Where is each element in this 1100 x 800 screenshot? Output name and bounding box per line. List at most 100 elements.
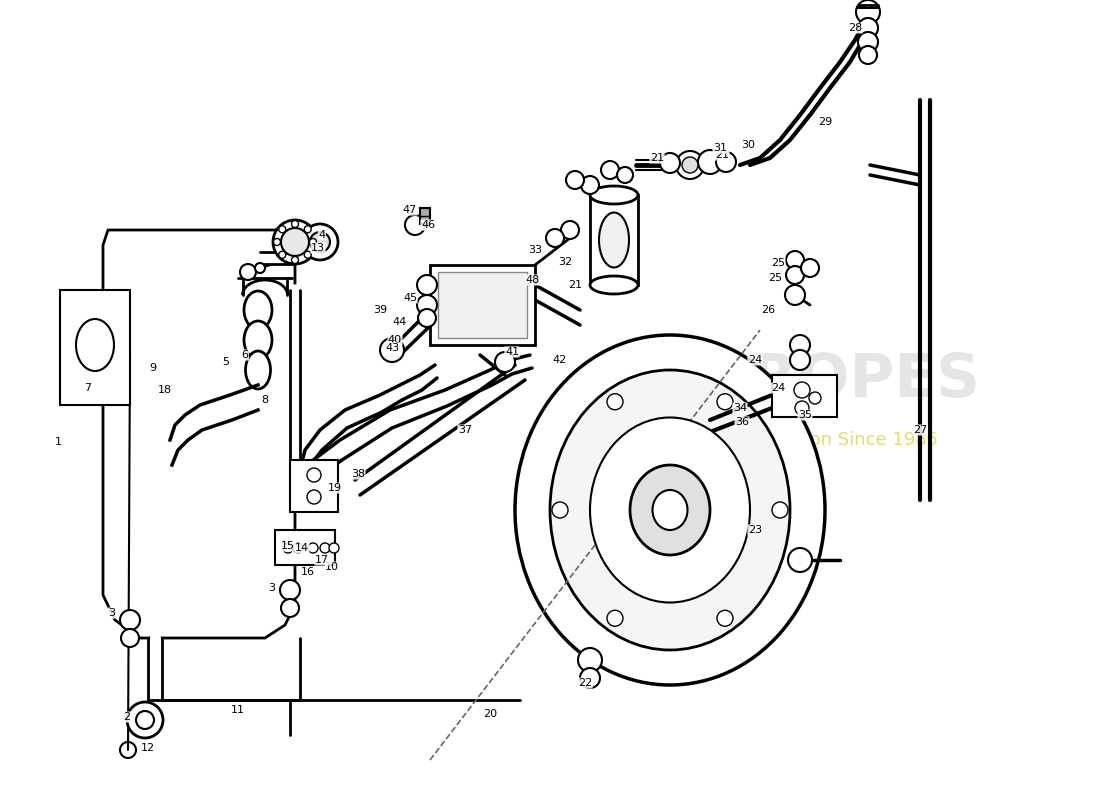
Circle shape xyxy=(292,221,298,227)
Ellipse shape xyxy=(550,370,790,650)
Circle shape xyxy=(329,543,339,553)
Circle shape xyxy=(786,266,804,284)
Polygon shape xyxy=(379,385,401,412)
Text: 38: 38 xyxy=(351,469,365,479)
Text: 11: 11 xyxy=(231,705,245,715)
Text: 15: 15 xyxy=(280,541,295,551)
Text: 19: 19 xyxy=(328,483,342,493)
Circle shape xyxy=(417,295,437,315)
Text: 3: 3 xyxy=(109,608,116,618)
Circle shape xyxy=(786,251,804,269)
Bar xyxy=(430,265,535,345)
Circle shape xyxy=(788,548,812,572)
Text: 4: 4 xyxy=(318,230,326,240)
Text: 18: 18 xyxy=(158,385,172,395)
Circle shape xyxy=(858,32,878,52)
Text: 34: 34 xyxy=(733,403,747,413)
Text: 10: 10 xyxy=(324,562,339,572)
Text: 37: 37 xyxy=(458,425,472,435)
Ellipse shape xyxy=(652,490,688,530)
Bar xyxy=(60,290,130,405)
Circle shape xyxy=(255,263,265,273)
Circle shape xyxy=(808,392,821,404)
Text: 5: 5 xyxy=(222,357,230,367)
Circle shape xyxy=(601,161,619,179)
Circle shape xyxy=(859,46,877,64)
Text: 32: 32 xyxy=(558,257,572,267)
Text: 28: 28 xyxy=(848,23,862,33)
Polygon shape xyxy=(340,410,392,460)
Text: 45: 45 xyxy=(403,293,417,303)
Bar xyxy=(772,375,837,417)
Circle shape xyxy=(305,226,311,233)
Polygon shape xyxy=(420,365,437,390)
Circle shape xyxy=(607,394,623,410)
Ellipse shape xyxy=(244,291,272,329)
Text: 41: 41 xyxy=(505,347,519,357)
Text: 30: 30 xyxy=(741,140,755,150)
Text: 21: 21 xyxy=(650,153,664,163)
Text: 43: 43 xyxy=(385,343,399,353)
Circle shape xyxy=(790,335,810,355)
Text: 9: 9 xyxy=(150,363,156,373)
Ellipse shape xyxy=(76,319,114,371)
Text: 24: 24 xyxy=(748,355,762,365)
Text: 46: 46 xyxy=(421,220,436,230)
Polygon shape xyxy=(305,430,322,470)
Circle shape xyxy=(307,468,321,482)
Text: EUROPES: EUROPES xyxy=(659,350,980,410)
Ellipse shape xyxy=(244,321,272,359)
Circle shape xyxy=(561,221,579,239)
Text: 25: 25 xyxy=(768,273,782,283)
Ellipse shape xyxy=(245,351,271,389)
Circle shape xyxy=(278,251,286,258)
Circle shape xyxy=(283,543,293,553)
Circle shape xyxy=(607,610,623,626)
Circle shape xyxy=(717,394,733,410)
Text: 20: 20 xyxy=(483,709,497,719)
Circle shape xyxy=(682,157,698,173)
Text: 8: 8 xyxy=(262,395,268,405)
Circle shape xyxy=(580,668,600,688)
Circle shape xyxy=(578,648,602,672)
Circle shape xyxy=(660,153,680,173)
Bar xyxy=(590,195,638,285)
Text: 12: 12 xyxy=(141,743,155,753)
Text: 14: 14 xyxy=(295,543,309,553)
Text: 29: 29 xyxy=(818,117,832,127)
Text: 22: 22 xyxy=(578,678,592,688)
Polygon shape xyxy=(446,370,492,406)
Text: 25: 25 xyxy=(771,258,785,268)
Circle shape xyxy=(785,285,805,305)
Bar xyxy=(420,208,430,224)
Ellipse shape xyxy=(600,213,629,267)
Text: 33: 33 xyxy=(528,245,542,255)
Text: 2: 2 xyxy=(123,712,131,722)
Ellipse shape xyxy=(590,186,638,204)
Text: 24: 24 xyxy=(771,383,785,393)
Bar xyxy=(438,272,527,338)
Circle shape xyxy=(274,238,280,246)
Circle shape xyxy=(126,702,163,738)
Text: 16: 16 xyxy=(301,567,315,577)
Circle shape xyxy=(495,352,515,372)
Circle shape xyxy=(858,18,878,38)
Text: 21: 21 xyxy=(568,280,582,290)
Circle shape xyxy=(379,338,404,362)
Polygon shape xyxy=(345,395,382,428)
Circle shape xyxy=(280,228,309,256)
Text: 6: 6 xyxy=(242,350,249,360)
Circle shape xyxy=(273,220,317,264)
Text: 48: 48 xyxy=(526,275,540,285)
Polygon shape xyxy=(103,230,295,638)
Ellipse shape xyxy=(515,335,825,685)
Ellipse shape xyxy=(590,418,750,602)
Text: 26: 26 xyxy=(761,305,776,315)
Circle shape xyxy=(546,229,564,247)
Circle shape xyxy=(581,176,600,194)
Circle shape xyxy=(794,382,810,398)
Text: 40: 40 xyxy=(388,335,403,345)
Circle shape xyxy=(617,167,632,183)
Text: 17: 17 xyxy=(315,555,329,565)
Circle shape xyxy=(280,599,299,617)
